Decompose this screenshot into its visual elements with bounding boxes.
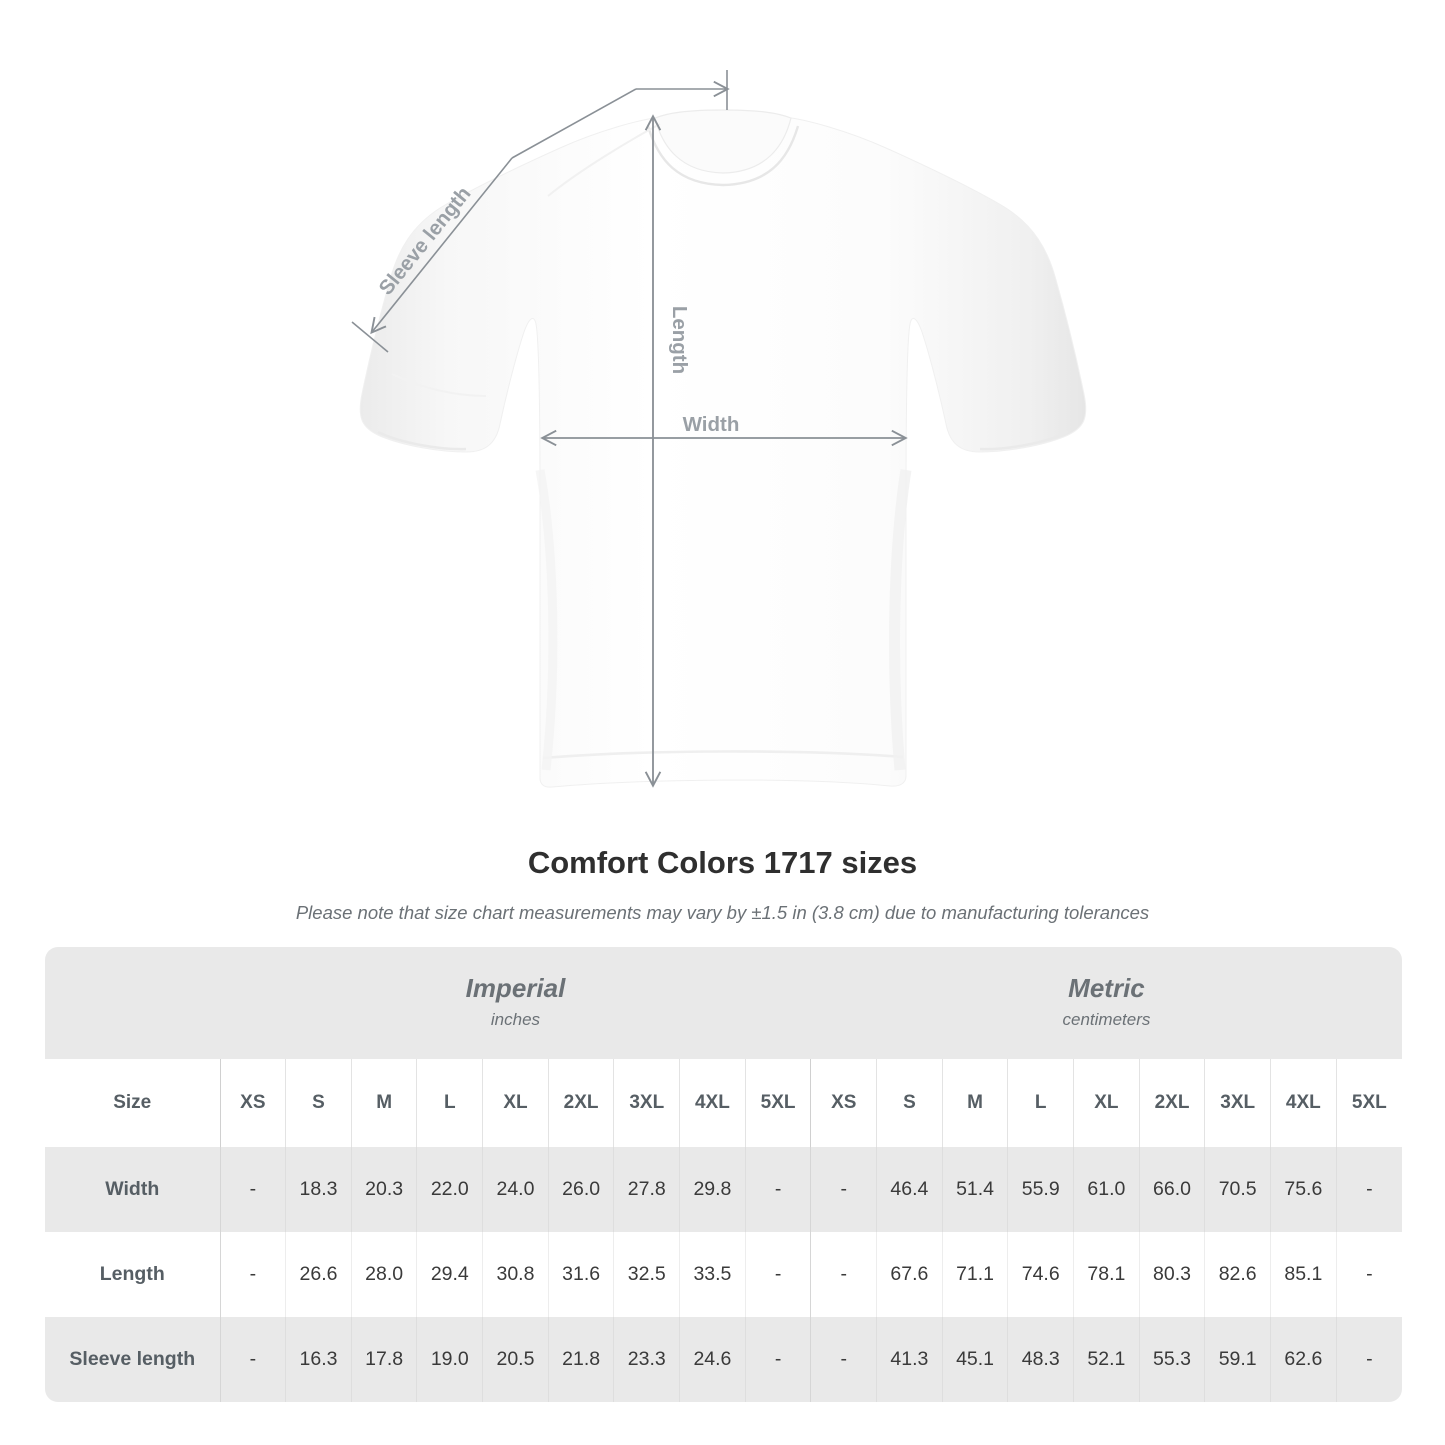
cell-sleeve-length-3xl-metric: 59.1 (1204, 1317, 1271, 1402)
cell-sleeve-length-xs-metric: - (810, 1317, 877, 1402)
cell-length-l-imperial: 29.4 (416, 1232, 483, 1317)
cell-length-s-imperial: 26.6 (285, 1232, 352, 1317)
size-header-5xl-imperial: 5XL (744, 1059, 811, 1147)
row-label-sleeve-length: Sleeve length (45, 1317, 220, 1402)
cell-width-xs-metric: - (810, 1147, 877, 1232)
cell-width-xl-metric: 61.0 (1073, 1147, 1140, 1232)
cell-length-s-metric: 67.6 (876, 1232, 943, 1317)
cell-sleeve-length-4xl-metric: 62.6 (1270, 1317, 1337, 1402)
cell-width-s-metric: 46.4 (876, 1147, 943, 1232)
size-column-header: Size (45, 1059, 220, 1147)
unit-group-imperial: Imperial inches (220, 947, 811, 1059)
row-label-length: Length (45, 1232, 220, 1317)
width-label: Width (683, 413, 740, 436)
size-header-3xl-metric: 3XL (1204, 1059, 1271, 1147)
cell-length-xl-metric: 78.1 (1073, 1232, 1140, 1317)
cell-width-3xl-metric: 70.5 (1204, 1147, 1271, 1232)
size-header-4xl-imperial: 4XL (679, 1059, 746, 1147)
row-label-width: Width (45, 1147, 220, 1232)
cell-sleeve-length-s-imperial: 16.3 (285, 1317, 352, 1402)
cell-width-xs-imperial: - (219, 1147, 286, 1232)
cell-sleeve-length-m-metric: 45.1 (941, 1317, 1008, 1402)
cell-length-m-metric: 71.1 (941, 1232, 1008, 1317)
cell-sleeve-length-5xl-imperial: - (744, 1317, 811, 1402)
unit-banner-spacer (45, 947, 220, 1059)
size-header-m-metric: M (941, 1059, 1008, 1147)
cell-sleeve-length-5xl-metric: - (1335, 1317, 1402, 1402)
size-header-xs-imperial: XS (219, 1059, 286, 1147)
unit-banner-row: Imperial inches Metric centimeters (45, 947, 1402, 1059)
cell-width-l-imperial: 22.0 (416, 1147, 483, 1232)
cell-width-m-metric: 51.4 (941, 1147, 1008, 1232)
unit-group-imperial-name: Imperial (465, 973, 566, 1003)
cell-sleeve-length-xs-imperial: - (219, 1317, 286, 1402)
cell-width-s-imperial: 18.3 (285, 1147, 352, 1232)
size-header-4xl-metric: 4XL (1270, 1059, 1337, 1147)
cell-length-4xl-imperial: 33.5 (679, 1232, 746, 1317)
cell-width-2xl-metric: 66.0 (1138, 1147, 1205, 1232)
size-header-3xl-imperial: 3XL (613, 1059, 680, 1147)
size-header-2xl-metric: 2XL (1138, 1059, 1205, 1147)
page-title: Comfort Colors 1717 sizes (527, 845, 918, 880)
cell-length-l-metric: 74.6 (1007, 1232, 1074, 1317)
cell-sleeve-length-2xl-metric: 55.3 (1138, 1317, 1205, 1402)
cell-length-xs-imperial: - (219, 1232, 286, 1317)
size-header-row: Size XS S M L XL 2XL 3XL 4XL 5XL XS S M L XL 2XL 3XL 4XL 5… (45, 1059, 1402, 1147)
cell-width-xl-imperial: 24.0 (482, 1147, 549, 1232)
cell-length-xl-imperial: 30.8 (482, 1232, 549, 1317)
cell-length-2xl-imperial: 31.6 (547, 1232, 614, 1317)
cell-width-l-metric: 55.9 (1007, 1147, 1074, 1232)
size-header-s-metric: S (876, 1059, 943, 1147)
cell-sleeve-length-l-imperial: 19.0 (416, 1317, 483, 1402)
cell-sleeve-length-2xl-imperial: 21.8 (547, 1317, 614, 1402)
cell-sleeve-length-s-metric: 41.3 (876, 1317, 943, 1402)
cell-width-2xl-imperial: 26.0 (547, 1147, 614, 1232)
table-row: Width -18.3 20.3 22.0 24.0 26.0 27.8 29.8- -46.4… (45, 1147, 1402, 1232)
cell-width-m-imperial: 20.3 (350, 1147, 417, 1232)
size-header-s-imperial: S (285, 1059, 352, 1147)
length-label: Length (668, 306, 691, 374)
cell-sleeve-length-4xl-imperial: 24.6 (679, 1317, 746, 1402)
heading-block: Comfort Colors 1717 sizes Please note th… (0, 843, 1445, 925)
cell-width-4xl-imperial: 29.8 (679, 1147, 746, 1232)
cell-length-3xl-imperial: 32.5 (613, 1232, 680, 1317)
tshirt-illustration: Sleeve length Length Width (351, 70, 1087, 788)
cell-sleeve-length-m-imperial: 17.8 (350, 1317, 417, 1402)
unit-group-imperial-unit: inches (490, 1010, 541, 1029)
size-header-5xl-metric: 5XL (1335, 1059, 1402, 1147)
table-row: Length -26.6 28.0 29.4 30.8 31.6 32.5 33.5- -67.… (45, 1232, 1402, 1317)
size-header-l-metric: L (1007, 1059, 1074, 1147)
cell-length-2xl-metric: 80.3 (1138, 1232, 1205, 1317)
cell-sleeve-length-3xl-imperial: 23.3 (613, 1317, 680, 1402)
size-header-xl-imperial: XL (482, 1059, 549, 1147)
cell-width-5xl-metric: - (1335, 1147, 1402, 1232)
unit-group-metric-name: Metric (1068, 973, 1145, 1003)
size-header-m-imperial: M (350, 1059, 417, 1147)
size-header-l-imperial: L (416, 1059, 483, 1147)
cell-length-5xl-metric: - (1335, 1232, 1402, 1317)
size-header-xl-metric: XL (1073, 1059, 1140, 1147)
cell-length-xs-metric: - (810, 1232, 877, 1317)
size-chart-table: Imperial inches Metric centimeters Size X… (45, 947, 1402, 1402)
cell-width-5xl-imperial: - (744, 1147, 811, 1232)
cell-width-3xl-imperial: 27.8 (613, 1147, 680, 1232)
size-header-2xl-imperial: 2XL (547, 1059, 614, 1147)
cell-sleeve-length-xl-metric: 52.1 (1073, 1317, 1140, 1402)
cell-sleeve-length-l-metric: 48.3 (1007, 1317, 1074, 1402)
unit-group-metric: Metric centimeters (810, 947, 1402, 1059)
table-row: Sleeve length -16.3 17.8 19.0 20.5 21.8 23.3 24… (45, 1317, 1402, 1402)
sleeve-length-annotation (351, 70, 730, 353)
size-header-xs-metric: XS (810, 1059, 877, 1147)
cell-sleeve-length-xl-imperial: 20.5 (482, 1317, 549, 1402)
tolerance-note: Please note that size chart measurements… (295, 902, 1150, 923)
cell-length-m-imperial: 28.0 (350, 1232, 417, 1317)
unit-group-metric-unit: centimeters (1062, 1010, 1151, 1029)
tshirt-body-shape (359, 109, 1087, 788)
cell-length-5xl-imperial: - (744, 1232, 811, 1317)
cell-length-3xl-metric: 82.6 (1204, 1232, 1271, 1317)
cell-length-4xl-metric: 85.1 (1270, 1232, 1337, 1317)
cell-width-4xl-metric: 75.6 (1270, 1147, 1337, 1232)
